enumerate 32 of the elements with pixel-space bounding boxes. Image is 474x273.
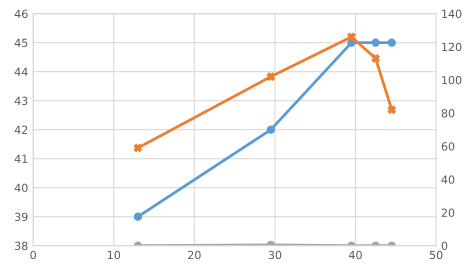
y-tick-label: 43 (14, 96, 28, 106)
y2-tick-label: 80 (442, 109, 454, 118)
y2-tick-label: 20 (442, 208, 454, 217)
x-tick-label: 20 (188, 250, 201, 260)
y-tick-label: 40 (14, 184, 28, 192)
point (371, 38, 380, 47)
x-tick-label: 50 (430, 250, 442, 260)
y-tick-label: 38 (15, 242, 28, 250)
point (388, 38, 396, 47)
y2-tick-label: 140 (442, 10, 462, 18)
point (266, 72, 276, 81)
y-tick-label: 44 (14, 68, 28, 76)
x-tick-label: 40 (348, 250, 362, 260)
y-tick-label: 42 (14, 126, 28, 134)
y2-tick-label: 120 (442, 42, 462, 52)
point (371, 54, 380, 63)
y-tick-label: 45 (14, 38, 28, 48)
x-tick-label: 30 (268, 250, 282, 260)
point (388, 106, 396, 114)
x-tick-label: 10 (108, 250, 120, 260)
y2-tick-label: 60 (442, 142, 454, 151)
point (266, 126, 276, 134)
y-tick-label: 39 (15, 212, 28, 222)
y-tick-label: 46 (14, 10, 28, 18)
y2-tick-label: 0 (442, 242, 448, 250)
point (347, 32, 356, 42)
point (134, 212, 142, 221)
x-tick-label: 0 (30, 250, 36, 260)
point (134, 144, 142, 152)
y2-tick-label: 100 (442, 76, 462, 84)
y-tick-label: 41 (14, 154, 28, 163)
y2-tick-label: 40 (441, 175, 454, 184)
